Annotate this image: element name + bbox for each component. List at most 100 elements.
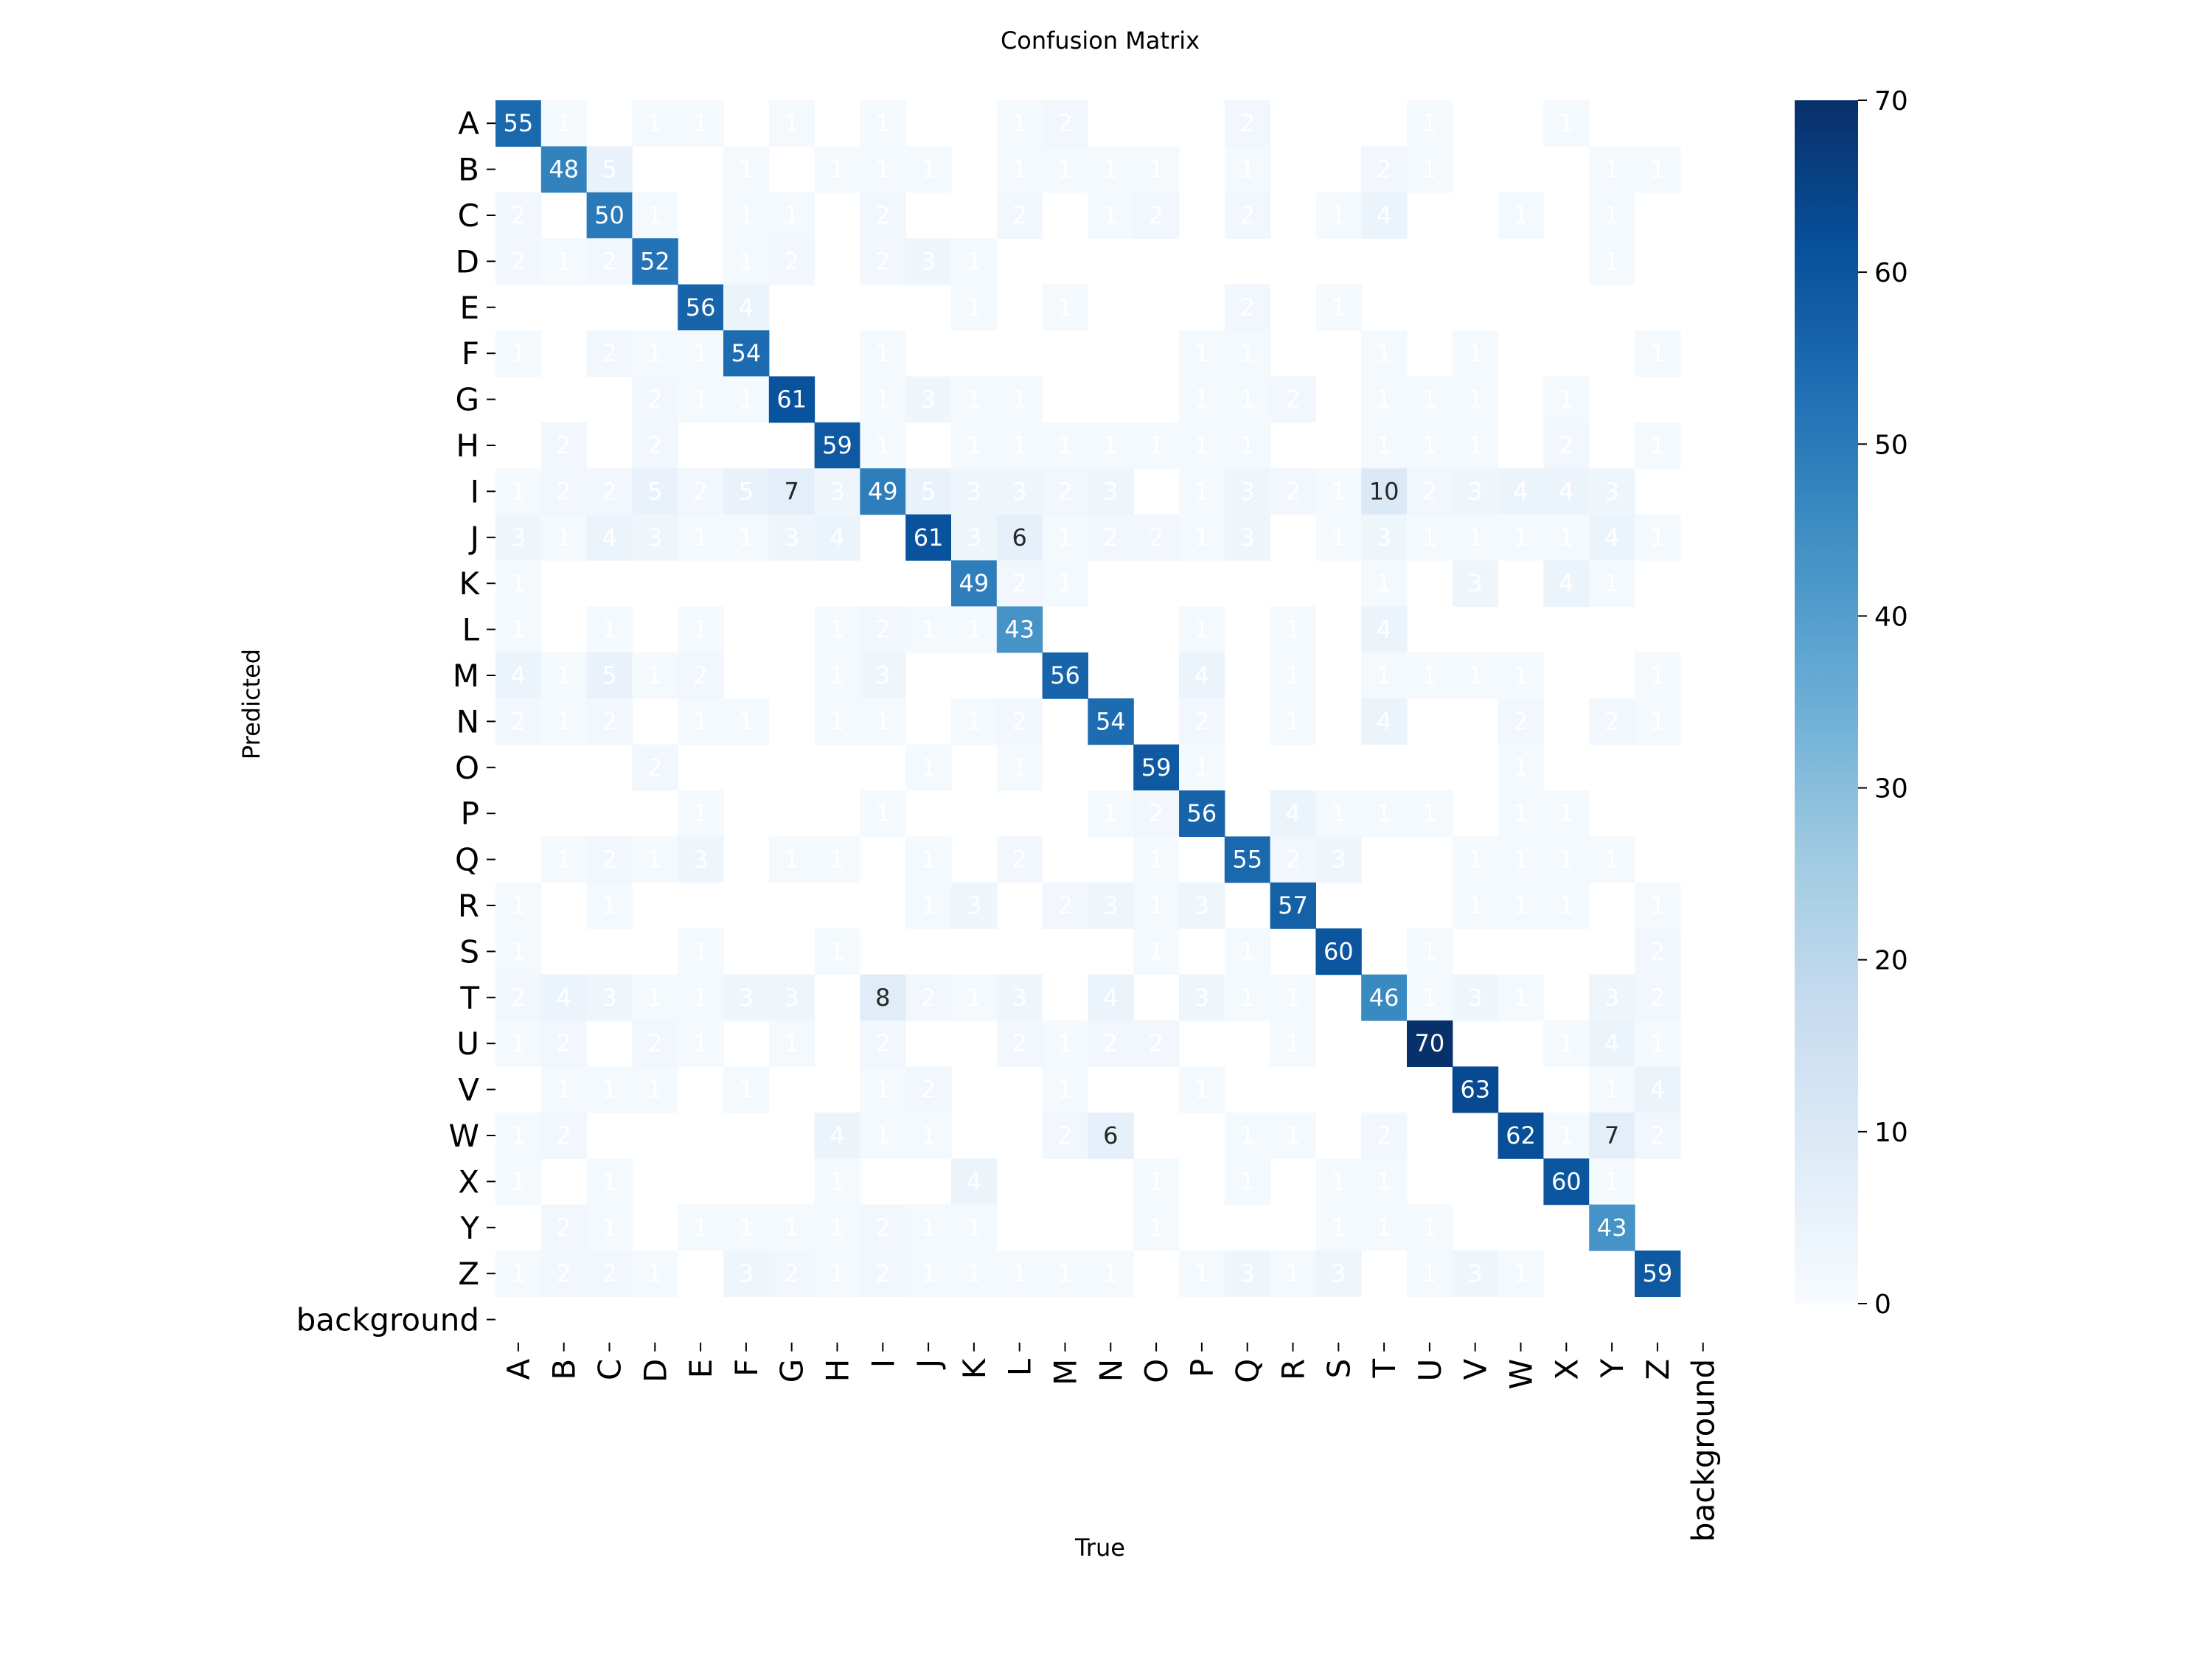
cell-value: 1	[511, 339, 526, 367]
cell-value: 1	[1422, 156, 1437, 184]
cell-value: 2	[557, 1029, 571, 1057]
cell-value: 1	[830, 1214, 844, 1242]
heatmap-cell	[768, 238, 815, 285]
cell-value: 43	[1004, 616, 1034, 644]
heatmap-cell	[1635, 652, 1681, 699]
cell-value: 1	[1194, 524, 1209, 552]
heatmap-cell	[860, 376, 906, 423]
heatmap-cell	[540, 1066, 588, 1113]
cell-value: 1	[1103, 1259, 1118, 1287]
heatmap-cell	[768, 468, 815, 515]
heatmap-cell	[1133, 790, 1180, 837]
heatmap-cell	[1042, 882, 1088, 929]
cell-value: 1	[830, 937, 844, 965]
heatmap-cell	[678, 974, 724, 1021]
heatmap-cell	[905, 744, 952, 791]
cell-value: 1	[1331, 477, 1346, 505]
chart-title: Confusion Matrix	[1001, 27, 1200, 55]
cell-value: 2	[693, 661, 708, 689]
heatmap-cell	[814, 422, 860, 469]
heatmap-cell	[1452, 882, 1499, 929]
heatmap-cell	[768, 1251, 815, 1297]
heatmap-cell	[1042, 560, 1088, 607]
x-tick-label: X	[1548, 1359, 1585, 1380]
heatmap-cell	[678, 790, 724, 837]
heatmap-cell	[951, 1204, 998, 1251]
cell-value: 1	[1194, 1259, 1209, 1287]
heatmap-cell	[723, 1204, 770, 1251]
cell-value: 3	[693, 846, 708, 874]
y-tick-label: background	[296, 1302, 479, 1338]
x-tick-label: V	[1458, 1359, 1494, 1380]
heatmap-cell	[1543, 790, 1590, 837]
heatmap-cell	[1042, 146, 1088, 193]
cell-value: 7	[785, 477, 799, 505]
heatmap-cell	[540, 238, 588, 285]
heatmap-cell	[1498, 744, 1544, 791]
heatmap-cell	[860, 100, 906, 147]
cell-value: 60	[1324, 937, 1354, 965]
colorbar	[1795, 100, 1858, 1304]
cell-value: 1	[1377, 1167, 1391, 1195]
cell-value: 1	[967, 1259, 981, 1287]
cell-value: 52	[640, 247, 670, 275]
cell-value: 1	[785, 846, 799, 874]
heatmap-cell	[632, 330, 678, 377]
heatmap-cell	[860, 238, 906, 285]
cell-value: 70	[1415, 1029, 1445, 1057]
heatmap-cell	[723, 514, 770, 561]
cell-value: 1	[693, 386, 708, 414]
heatmap-cell	[1042, 1251, 1088, 1297]
heatmap-cell	[632, 1020, 678, 1067]
cell-value: 1	[921, 1259, 936, 1287]
cell-value: 1	[1331, 293, 1346, 321]
heatmap-cell	[1224, 192, 1271, 239]
cell-value: 1	[647, 984, 662, 1012]
heatmap-cell	[1270, 1112, 1316, 1159]
cell-value: 1	[1240, 937, 1255, 965]
heatmap-cell	[1361, 974, 1408, 1021]
heatmap-cell	[814, 514, 860, 561]
y-tick-label: N	[456, 703, 479, 740]
heatmap-cell	[1042, 1020, 1088, 1067]
cell-value: 1	[1149, 1167, 1164, 1195]
heatmap-cell	[1589, 1066, 1635, 1113]
cell-value: 1	[1377, 1214, 1391, 1242]
heatmap-cell	[1133, 928, 1180, 975]
cell-value: 2	[1149, 201, 1164, 229]
heatmap-cell	[905, 882, 952, 929]
x-tick-label: E	[683, 1359, 719, 1379]
cell-value: 2	[1240, 201, 1255, 229]
heatmap-cell	[1635, 146, 1681, 193]
cell-value: 1	[1057, 1076, 1072, 1104]
heatmap-cell	[540, 146, 588, 193]
heatmap-cell	[905, 146, 952, 193]
cell-value: 1	[1285, 1029, 1300, 1057]
heatmap-cell	[1224, 422, 1271, 469]
cell-value: 6	[1012, 524, 1027, 552]
cell-value: 2	[1285, 386, 1300, 414]
cell-value: 1	[1513, 799, 1528, 827]
heatmap-cell	[996, 422, 1043, 469]
cell-value: 1	[647, 201, 662, 229]
heatmap-cell	[723, 1251, 770, 1297]
y-tick-label: E	[459, 290, 479, 326]
heatmap-cell	[540, 1020, 588, 1067]
cell-value: 1	[830, 1167, 844, 1195]
cell-value: 1	[1604, 1076, 1619, 1104]
heatmap-cell	[723, 238, 770, 285]
heatmap-cell	[586, 146, 633, 193]
y-tick-label: I	[470, 473, 479, 509]
heatmap-cell	[1589, 1112, 1635, 1159]
heatmap-cell	[905, 1204, 952, 1251]
heatmap-cell	[860, 1066, 906, 1113]
cell-value: 1	[1559, 891, 1573, 919]
heatmap-cell	[1589, 974, 1635, 1021]
heatmap-cell	[1407, 422, 1453, 469]
cell-value: 2	[1012, 201, 1027, 229]
heatmap-cell	[1407, 468, 1453, 515]
heatmap-cell	[1543, 422, 1590, 469]
cell-value: 2	[1513, 707, 1528, 735]
